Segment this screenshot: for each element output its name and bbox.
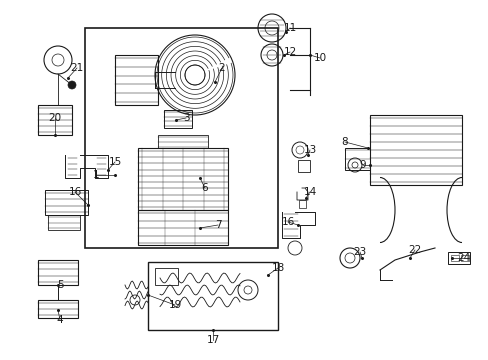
Text: 2: 2 — [218, 63, 225, 73]
Text: 14: 14 — [303, 187, 316, 197]
Text: 12: 12 — [283, 47, 296, 57]
Text: 18: 18 — [271, 263, 284, 273]
Text: 20: 20 — [48, 113, 61, 123]
Bar — [115, 55, 158, 105]
Text: 16: 16 — [68, 187, 81, 197]
Text: 8: 8 — [341, 137, 347, 147]
Text: 16: 16 — [281, 217, 294, 227]
Bar — [48, 215, 80, 230]
Bar — [85, 28, 278, 248]
Text: 4: 4 — [57, 315, 63, 325]
Text: 24: 24 — [456, 253, 469, 263]
Bar — [38, 105, 72, 135]
Bar — [158, 135, 207, 148]
Bar — [163, 110, 192, 128]
Bar — [369, 115, 461, 185]
Bar — [38, 260, 78, 285]
Text: 13: 13 — [303, 145, 316, 155]
Bar — [138, 210, 227, 245]
Text: 11: 11 — [283, 23, 296, 33]
Bar — [460, 255, 468, 261]
Text: 5: 5 — [57, 280, 63, 290]
Bar — [138, 148, 227, 210]
Circle shape — [68, 81, 76, 89]
Bar — [45, 190, 88, 215]
Text: 6: 6 — [201, 183, 208, 193]
Bar — [155, 268, 178, 285]
Bar — [450, 255, 458, 261]
Bar — [38, 300, 78, 318]
Text: 17: 17 — [206, 335, 219, 345]
Text: 22: 22 — [407, 245, 421, 255]
Bar — [345, 148, 369, 170]
Bar — [148, 262, 278, 330]
Text: 23: 23 — [353, 247, 366, 257]
Text: 21: 21 — [70, 63, 83, 73]
Text: 10: 10 — [313, 53, 326, 63]
Bar — [297, 160, 309, 172]
Bar — [447, 252, 469, 264]
Text: 3: 3 — [183, 113, 189, 123]
Text: 7: 7 — [214, 220, 221, 230]
Text: 1: 1 — [93, 170, 99, 180]
Text: 9: 9 — [359, 160, 366, 170]
Bar — [298, 200, 305, 208]
Text: 19: 19 — [168, 300, 181, 310]
Text: 15: 15 — [108, 157, 122, 167]
